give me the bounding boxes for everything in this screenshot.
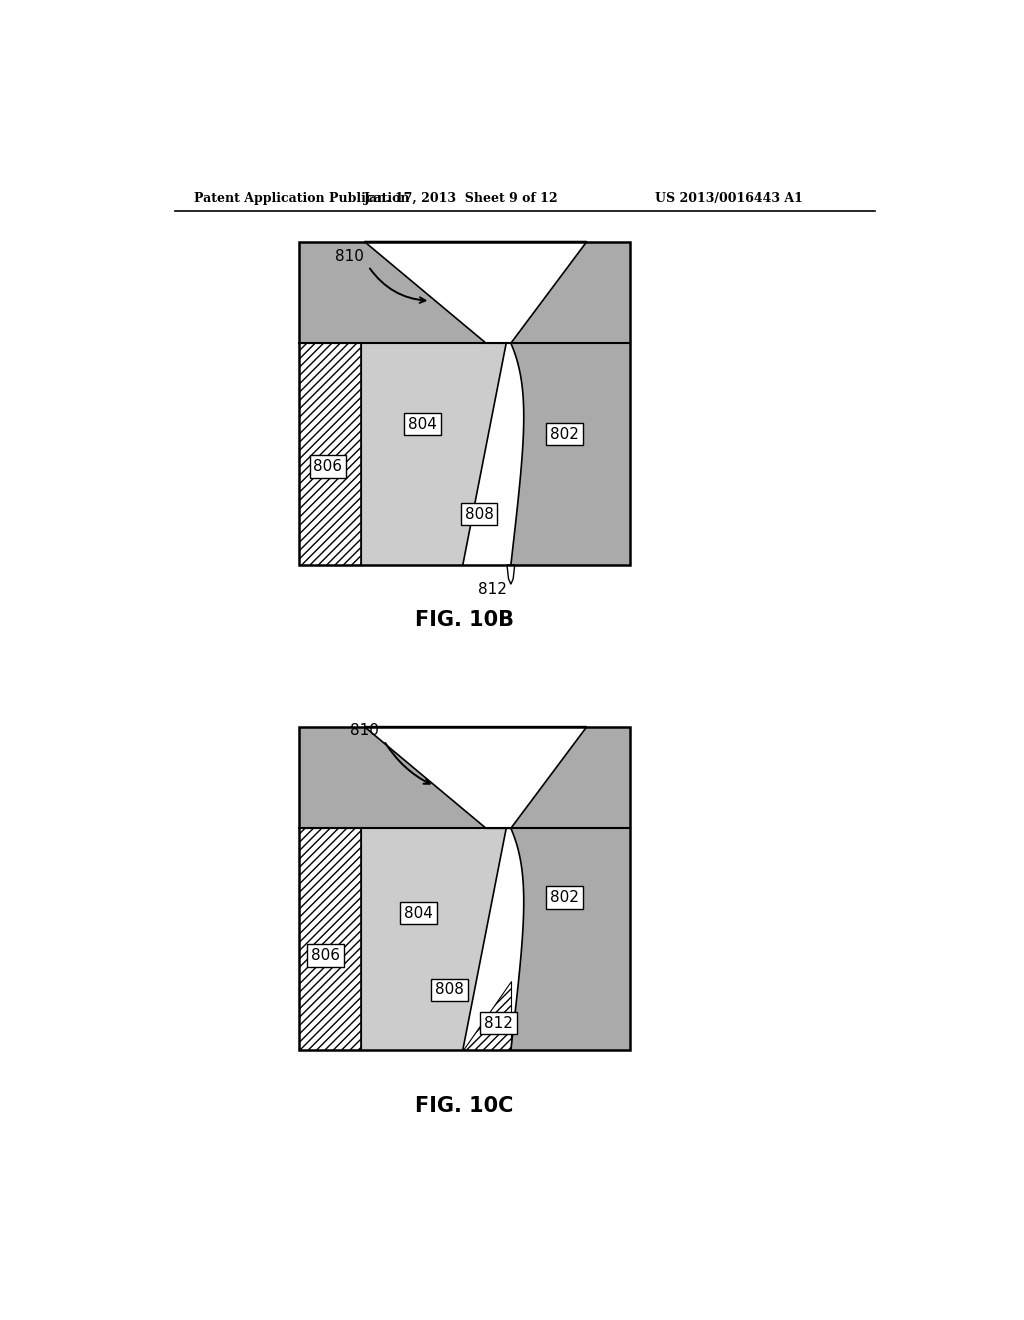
Polygon shape xyxy=(360,829,506,1051)
Polygon shape xyxy=(299,242,630,565)
Text: FIG. 10B: FIG. 10B xyxy=(415,610,514,631)
Text: 812: 812 xyxy=(478,582,507,597)
Polygon shape xyxy=(299,242,630,343)
Text: 802: 802 xyxy=(550,426,579,442)
Polygon shape xyxy=(365,726,587,829)
Text: 810: 810 xyxy=(350,723,379,738)
Text: Jan. 17, 2013  Sheet 9 of 12: Jan. 17, 2013 Sheet 9 of 12 xyxy=(364,191,558,205)
Polygon shape xyxy=(299,343,360,565)
Text: 810: 810 xyxy=(335,248,365,264)
Text: 806: 806 xyxy=(313,459,342,474)
Polygon shape xyxy=(463,981,511,1051)
Text: 802: 802 xyxy=(550,890,579,906)
Text: 808: 808 xyxy=(435,982,464,998)
Text: 804: 804 xyxy=(408,417,437,432)
Polygon shape xyxy=(463,829,512,1051)
Polygon shape xyxy=(299,829,360,1051)
Text: 804: 804 xyxy=(404,906,433,920)
Polygon shape xyxy=(365,242,587,343)
Polygon shape xyxy=(360,343,506,565)
Text: 808: 808 xyxy=(465,507,494,521)
Polygon shape xyxy=(511,343,630,565)
Text: 812: 812 xyxy=(484,1015,513,1031)
Polygon shape xyxy=(299,726,630,1051)
Polygon shape xyxy=(511,829,630,1051)
Polygon shape xyxy=(507,565,515,585)
Text: 806: 806 xyxy=(311,948,340,962)
Text: Patent Application Publication: Patent Application Publication xyxy=(194,191,410,205)
Polygon shape xyxy=(299,726,630,829)
Text: US 2013/0016443 A1: US 2013/0016443 A1 xyxy=(655,191,803,205)
Text: FIG. 10C: FIG. 10C xyxy=(415,1096,514,1115)
Polygon shape xyxy=(463,343,512,565)
